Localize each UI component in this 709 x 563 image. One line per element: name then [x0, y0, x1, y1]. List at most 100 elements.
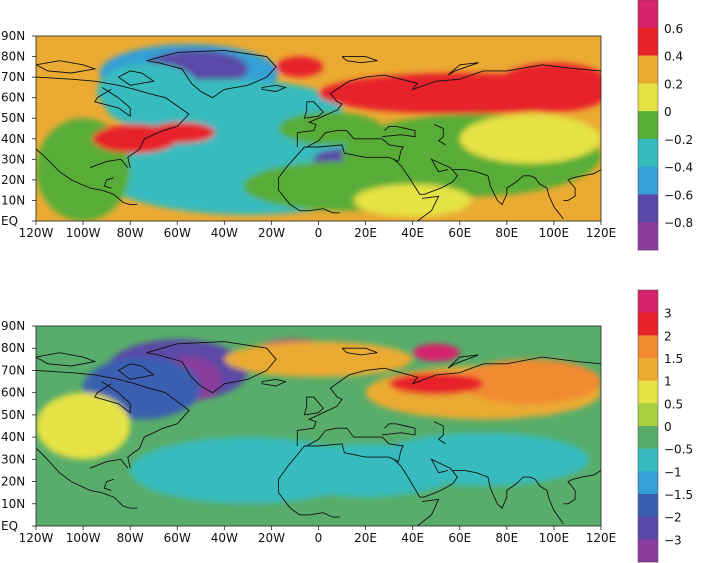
coastline	[261, 84, 287, 92]
colorbar-swatch	[638, 403, 658, 427]
coastline	[447, 62, 479, 76]
coastline	[36, 148, 138, 206]
anomaly-region	[412, 343, 460, 362]
colorbar-swatch	[638, 471, 658, 495]
coastline	[417, 498, 440, 526]
coastline	[393, 158, 458, 195]
coastline	[36, 369, 190, 469]
colorbar-label: −2	[664, 511, 682, 525]
coastline	[36, 447, 138, 509]
lon-tick-label: 20W	[258, 226, 285, 240]
colorbar-label: 0	[664, 420, 672, 434]
lat-tick-label: 30N	[1, 452, 25, 466]
colorbar-top: 0.6 0.4 0.2 0 −0.2 −0.4 −0.6 −0.8	[637, 0, 693, 251]
coastline	[382, 423, 416, 436]
lon-tick-label: 40W	[211, 226, 238, 240]
lon-tick-label: 20E	[354, 531, 377, 545]
colorbar-label: 0.4	[664, 50, 683, 64]
lat-tick-label: 90N	[1, 319, 25, 333]
colorbar-label: 0.2	[664, 77, 683, 91]
coastline	[303, 101, 324, 119]
map-panel-top: 120W 100W 80W 60W 40W 20W 0 20E 40E 60E 80E 100E 120…	[1, 29, 616, 240]
colorbar-swatch	[638, 0, 658, 29]
lat-tick-label: 20N	[1, 475, 25, 489]
lon-tick-label: 60W	[164, 531, 191, 545]
lat-tick-label: 80N	[1, 50, 25, 64]
lat-tick-label: 60N	[1, 91, 25, 105]
anomaly-region	[459, 114, 601, 164]
coastline	[118, 70, 155, 86]
lat-tick-label: 10N	[1, 497, 25, 511]
coastline	[563, 169, 601, 201]
colorbar-swatch	[638, 312, 658, 336]
lat-tick-label: 20N	[1, 173, 25, 187]
lat-tick-label: EQ	[1, 519, 18, 533]
colorbar-label: −0.4	[664, 161, 693, 175]
lon-tick-label: 20E	[354, 226, 377, 240]
lon-tick-label: 80E	[495, 531, 518, 545]
coastline	[452, 169, 564, 220]
coastline	[146, 341, 277, 394]
lat-tick-label: 30N	[1, 152, 25, 166]
colorbar-swatch	[638, 138, 658, 167]
colorbar-swatch	[638, 516, 658, 540]
lat-tick-label: 50N	[1, 111, 25, 125]
anomaly-region	[36, 392, 131, 460]
coastline	[303, 396, 324, 416]
lat-tick-label: 80N	[1, 341, 25, 355]
colorbar-label: −1.5	[664, 488, 693, 502]
colorbar-swatch	[638, 166, 658, 195]
anomaly-region	[149, 122, 215, 143]
colorbar-frame	[637, 0, 659, 251]
lon-tick-label: 20W	[258, 531, 285, 545]
coastline	[296, 356, 601, 446]
coastline	[103, 478, 114, 491]
colorbar-swatch	[638, 494, 658, 517]
lon-tick-label: 100E	[539, 226, 570, 240]
colorbar-label: 1	[664, 375, 672, 389]
coastline	[118, 363, 155, 380]
colorbar-swatch	[638, 83, 658, 112]
lon-tick-label: 80W	[117, 531, 144, 545]
lon-tick-label: 60W	[164, 226, 191, 240]
anomaly-region	[276, 56, 324, 78]
colorbar-swatch	[638, 290, 658, 313]
lat-tick-label: 90N	[1, 29, 25, 43]
colorbar-swatch	[638, 27, 658, 56]
coastline	[278, 427, 405, 493]
colorbar-bottom: 3 2 1.5 1 0.5 0 −0.5 −1 −1.5 −2 −3	[637, 289, 693, 563]
lon-tick-label: 60E	[448, 226, 471, 240]
colorbar-label: −0.8	[664, 216, 693, 230]
lat-tick-label: 50N	[1, 408, 25, 422]
colorbar-swatch	[638, 222, 658, 251]
coastline	[94, 87, 131, 118]
coastline	[296, 64, 601, 147]
coastline	[278, 130, 405, 191]
lon-tick-label: 0	[315, 531, 323, 545]
lat-tick-label: 10N	[1, 193, 25, 207]
colorbar-label: −1	[664, 465, 682, 479]
colorbar-label: 3	[664, 307, 672, 321]
anomaly-region	[389, 372, 484, 395]
coastline	[417, 195, 440, 221]
lon-tick-label: 120W	[19, 226, 54, 240]
coastline	[89, 458, 129, 469]
coastline	[89, 158, 129, 169]
coastline	[36, 76, 190, 168]
colorbar-label: 0.6	[664, 22, 683, 36]
colorbar-swatch	[638, 55, 658, 84]
lon-tick-label: 0	[315, 226, 323, 240]
colorbar-swatch	[638, 194, 658, 223]
coastline	[36, 352, 97, 367]
lon-tick-label: 40E	[401, 531, 424, 545]
lon-tick-label: 40E	[401, 226, 424, 240]
coastline	[393, 458, 458, 498]
coastline	[341, 347, 378, 356]
colorbar-label: −0.5	[664, 443, 693, 457]
lon-tick-label: 60E	[448, 531, 471, 545]
lat-tick-label: 40N	[1, 430, 25, 444]
coastline	[341, 56, 378, 64]
colorbar-swatch	[638, 539, 658, 563]
lat-tick-label: 70N	[1, 363, 25, 377]
colorbar-swatch	[638, 335, 658, 359]
